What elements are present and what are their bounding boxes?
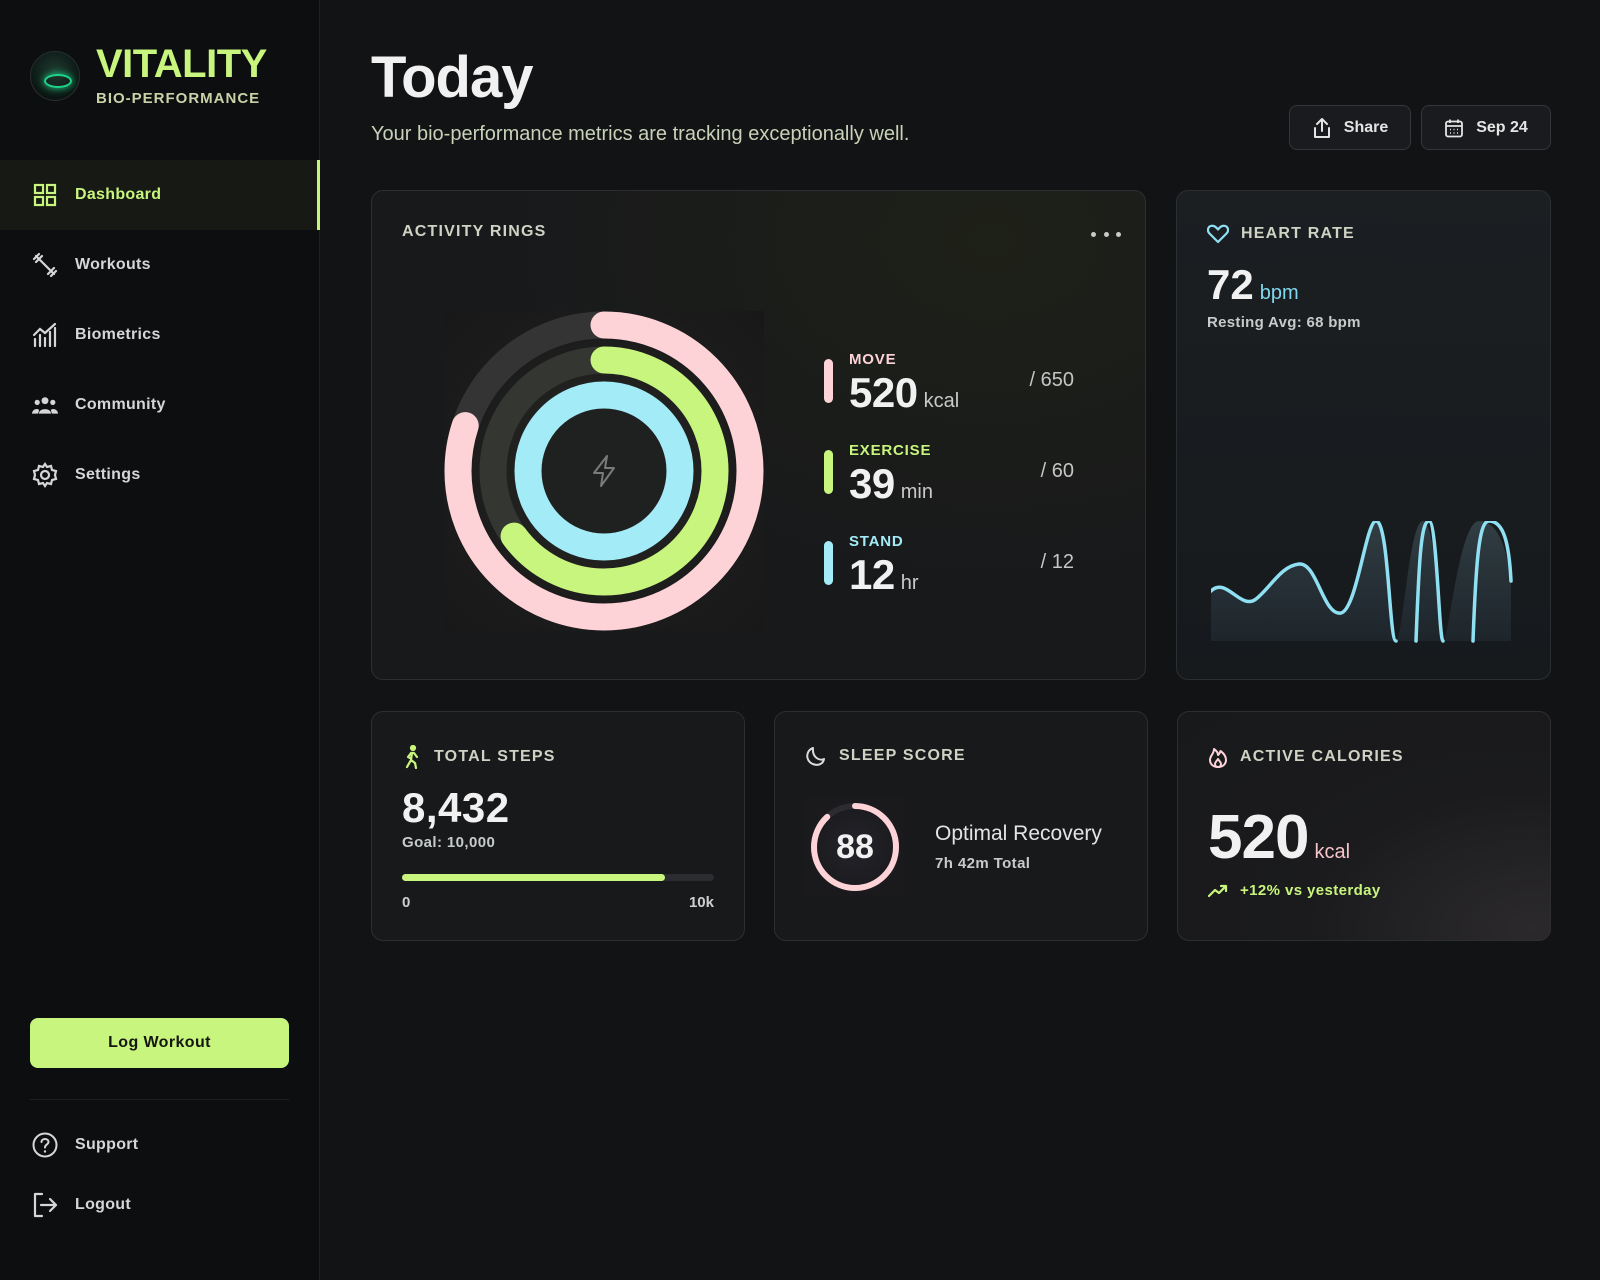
walking-icon (405, 745, 419, 769)
sidebar-item-workouts[interactable]: Workouts (0, 230, 320, 300)
bolt-icon (593, 455, 615, 487)
date-picker-button[interactable]: Sep 24 (1421, 105, 1551, 150)
more-options-icon[interactable] (1091, 227, 1121, 241)
exercise-color-bar (824, 450, 833, 494)
log-workout-button[interactable]: Log Workout (30, 1018, 289, 1068)
move-value: 520 kcal (849, 369, 960, 416)
main-nav: Dashboard Workouts Biometrics Community … (0, 160, 320, 510)
heart-rate-card: HEART RATE 72 bpm Resting Avg: 68 bpm (1176, 190, 1551, 680)
brand-subtitle: BIO-PERFORMANCE (96, 90, 261, 107)
sleep-status: Optimal Recovery (935, 822, 1102, 845)
brand-logo-icon (30, 50, 80, 101)
card-header: TOTAL STEPS (402, 745, 556, 769)
logout-icon (32, 1192, 58, 1218)
gear-icon (32, 462, 58, 488)
stand-ring (514, 381, 694, 561)
calendar-icon (1445, 119, 1464, 137)
card-header: SLEEP SCORE (805, 745, 966, 767)
move-ring (444, 311, 764, 631)
stand-color-bar (824, 541, 833, 585)
stand-stat: STAND 12 hr / 12 (824, 533, 1074, 603)
share-label: Share (1343, 118, 1389, 136)
sleep-total: 7h 42m Total (935, 855, 1031, 872)
people-icon (32, 392, 58, 418)
date-label: Sep 24 (1476, 118, 1528, 136)
steps-progress-bar (402, 874, 714, 881)
sleep-score-ring: 88 (805, 797, 905, 897)
sidebar-item-label: Biometrics (75, 326, 161, 343)
calories-value: 520 kcal (1208, 803, 1351, 872)
trending-up-icon (1208, 884, 1228, 897)
sidebar-item-biometrics[interactable]: Biometrics (0, 300, 320, 370)
sidebar-item-label: Settings (75, 466, 141, 483)
sleep-score-arc (811, 803, 899, 891)
move-goal: / 650 (1029, 369, 1074, 391)
exercise-stat: EXERCISE 39 min / 60 (824, 442, 1074, 512)
sleep-score-card: SLEEP SCORE 88 Optimal Recovery 7h 42m T… (774, 711, 1148, 941)
sidebar-item-label: Support (75, 1136, 139, 1153)
exercise-value: 39 min (849, 460, 933, 507)
brand[interactable]: VITALITY BIO-PERFORMANCE (30, 44, 267, 107)
activity-rings-chart (444, 311, 764, 631)
move-label: MOVE (849, 351, 897, 368)
flame-icon (1209, 748, 1227, 768)
sleep-ring-svg (811, 803, 899, 891)
grid-icon (32, 182, 58, 208)
heart-rate-sparkline (1211, 521, 1513, 643)
stand-label: STAND (849, 533, 904, 550)
active-calories-card: ACTIVE CALORIES 520 kcal +12% vs yesterda… (1177, 711, 1551, 941)
heart-rate-value: 72 bpm (1207, 261, 1299, 308)
stand-value: 12 hr (849, 551, 919, 598)
activity-rings-svg (444, 311, 764, 631)
progress-min-label: 0 (402, 894, 411, 911)
card-header: HEART RATE (1207, 224, 1355, 244)
help-circle-icon (32, 1132, 58, 1158)
activity-rings-card: ACTIVITY RINGS MOVE 520 kcal / 650 EXERCI… (371, 190, 1146, 680)
calories-trend: +12% vs yesterday (1208, 882, 1381, 899)
bar-chart-icon (32, 322, 58, 348)
steps-progress-fill (402, 874, 666, 881)
exercise-label: EXERCISE (849, 442, 932, 459)
heart-rate-area (1211, 521, 1511, 641)
page-title: Today (371, 45, 533, 110)
exercise-goal: / 60 (1040, 460, 1074, 482)
total-steps-card: TOTAL STEPS 8,432 Goal: 10,000 0 10k (371, 711, 745, 941)
sidebar: VITALITY BIO-PERFORMANCE Dashboard Worko… (0, 0, 320, 1280)
sidebar-item-dashboard[interactable]: Dashboard (0, 160, 320, 230)
card-header: ACTIVE CALORIES (1208, 745, 1404, 769)
sleep-score-value: 88 (836, 827, 874, 866)
share-icon (1313, 117, 1330, 138)
sidebar-bottom-nav: Support Logout (0, 1115, 320, 1235)
resting-average: Resting Avg: 68 bpm (1207, 314, 1361, 331)
exercise-ring (479, 346, 729, 596)
steps-goal: Goal: 10,000 (402, 834, 496, 851)
dumbbell-icon (32, 252, 58, 278)
steps-value: 8,432 (402, 784, 510, 831)
heart-rate-line (1211, 521, 1513, 643)
sidebar-item-label: Workouts (75, 256, 151, 273)
heart-icon (1207, 224, 1229, 244)
brand-name: VITALITY (96, 42, 267, 86)
sidebar-item-settings[interactable]: Settings (0, 440, 320, 510)
sidebar-item-support[interactable]: Support (0, 1115, 320, 1175)
sidebar-item-label: Dashboard (75, 186, 162, 203)
stand-goal: / 12 (1040, 551, 1074, 573)
card-title: ACTIVITY RINGS (402, 223, 547, 240)
sidebar-item-community[interactable]: Community (0, 370, 320, 440)
sidebar-item-label: Community (75, 396, 166, 413)
move-stat: MOVE 520 kcal / 650 (824, 351, 1074, 421)
move-color-bar (824, 359, 833, 403)
share-button[interactable]: Share (1289, 105, 1411, 150)
page-subtitle: Your bio-performance metrics are trackin… (371, 123, 910, 145)
sidebar-divider (30, 1099, 289, 1100)
progress-max-label: 10k (688, 894, 714, 911)
sidebar-item-logout[interactable]: Logout (0, 1175, 320, 1235)
moon-icon (806, 747, 825, 766)
sidebar-item-label: Logout (75, 1196, 131, 1213)
